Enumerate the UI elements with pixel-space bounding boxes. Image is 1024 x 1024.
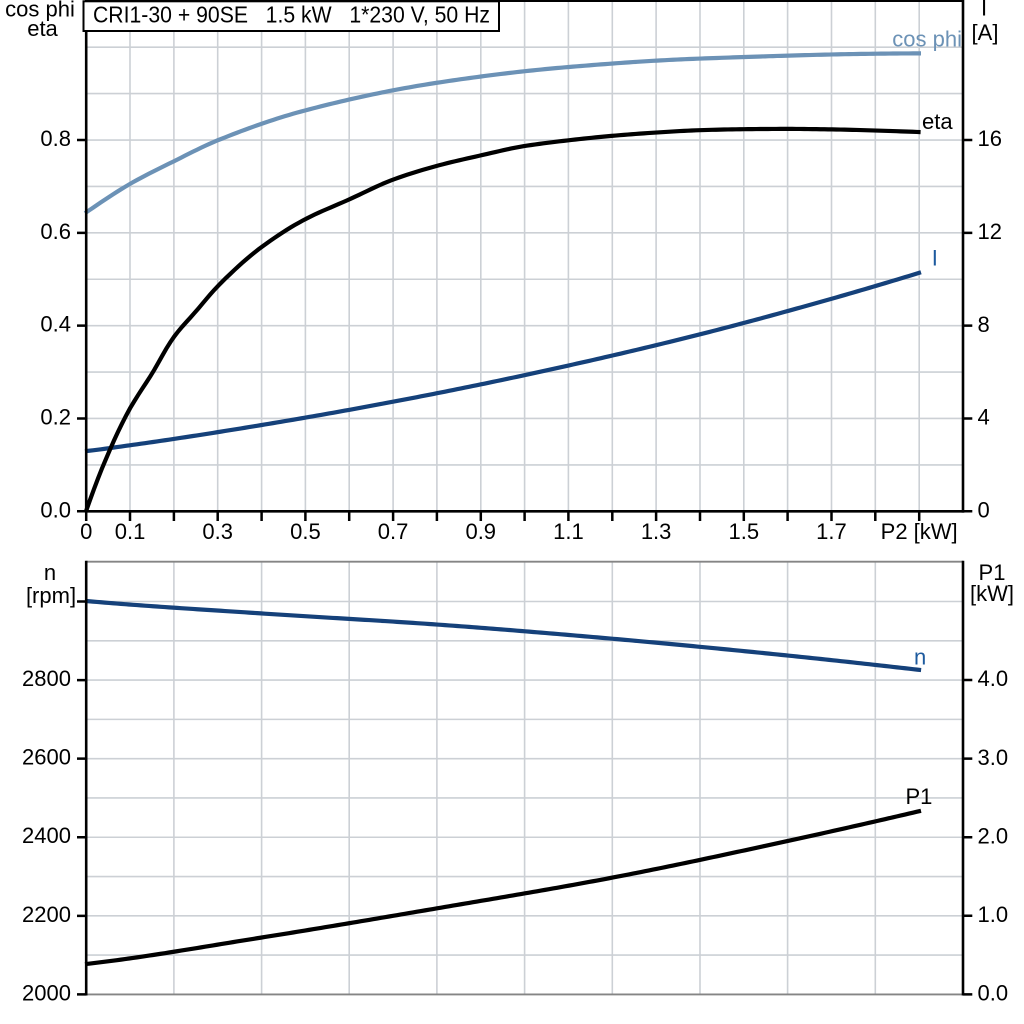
svg-text:1.1: 1.1 [553,519,584,544]
svg-text:n: n [44,560,56,585]
svg-text:0.5: 0.5 [290,519,321,544]
svg-text:3.0: 3.0 [978,745,1009,770]
svg-text:0.0: 0.0 [40,497,71,522]
svg-text:0: 0 [80,519,92,544]
svg-text:0.8: 0.8 [40,126,71,151]
svg-text:P2 [kW]: P2 [kW] [881,519,958,544]
svg-text:I: I [932,245,938,270]
svg-text:0.2: 0.2 [40,404,71,429]
svg-text:0.7: 0.7 [378,519,409,544]
svg-text:1.5: 1.5 [729,519,760,544]
svg-text:I: I [981,0,987,20]
svg-text:2.0: 2.0 [978,823,1009,848]
svg-text:P1: P1 [979,560,1006,585]
svg-text:0.1: 0.1 [115,519,146,544]
svg-text:2800: 2800 [22,666,71,691]
svg-text:1.3: 1.3 [641,519,672,544]
svg-text:1.0: 1.0 [978,902,1009,927]
svg-text:eta: eta [922,109,953,134]
svg-text:0: 0 [978,498,990,523]
svg-text:0.4: 0.4 [40,312,71,337]
svg-text:2200: 2200 [22,902,71,927]
svg-text:[A]: [A] [972,20,999,45]
svg-text:CRI1-30 + 90SE 1.5 kW 1*23: CRI1-30 + 90SE 1.5 kW 1*230 V, 50 Hz [93,1,490,27]
svg-text:0.0: 0.0 [978,981,1009,1006]
svg-text:n: n [914,644,926,669]
svg-text:0.6: 0.6 [40,219,71,244]
svg-text:2600: 2600 [22,745,71,770]
svg-text:8: 8 [978,312,990,337]
svg-text:eta: eta [27,16,58,41]
svg-text:[kW]: [kW] [970,581,1014,606]
svg-text:12: 12 [978,219,1002,244]
svg-text:cos phi: cos phi [892,27,962,52]
svg-text:0.3: 0.3 [202,519,233,544]
svg-text:[rpm]: [rpm] [26,583,76,608]
svg-text:cos phi: cos phi [5,0,75,21]
svg-text:2000: 2000 [22,980,71,1005]
svg-text:4: 4 [978,405,990,430]
svg-text:P1: P1 [906,784,933,809]
svg-text:4.0: 4.0 [978,666,1009,691]
svg-text:16: 16 [978,126,1002,151]
svg-text:0.9: 0.9 [465,519,496,544]
svg-text:2400: 2400 [22,823,71,848]
svg-text:1.7: 1.7 [816,519,847,544]
